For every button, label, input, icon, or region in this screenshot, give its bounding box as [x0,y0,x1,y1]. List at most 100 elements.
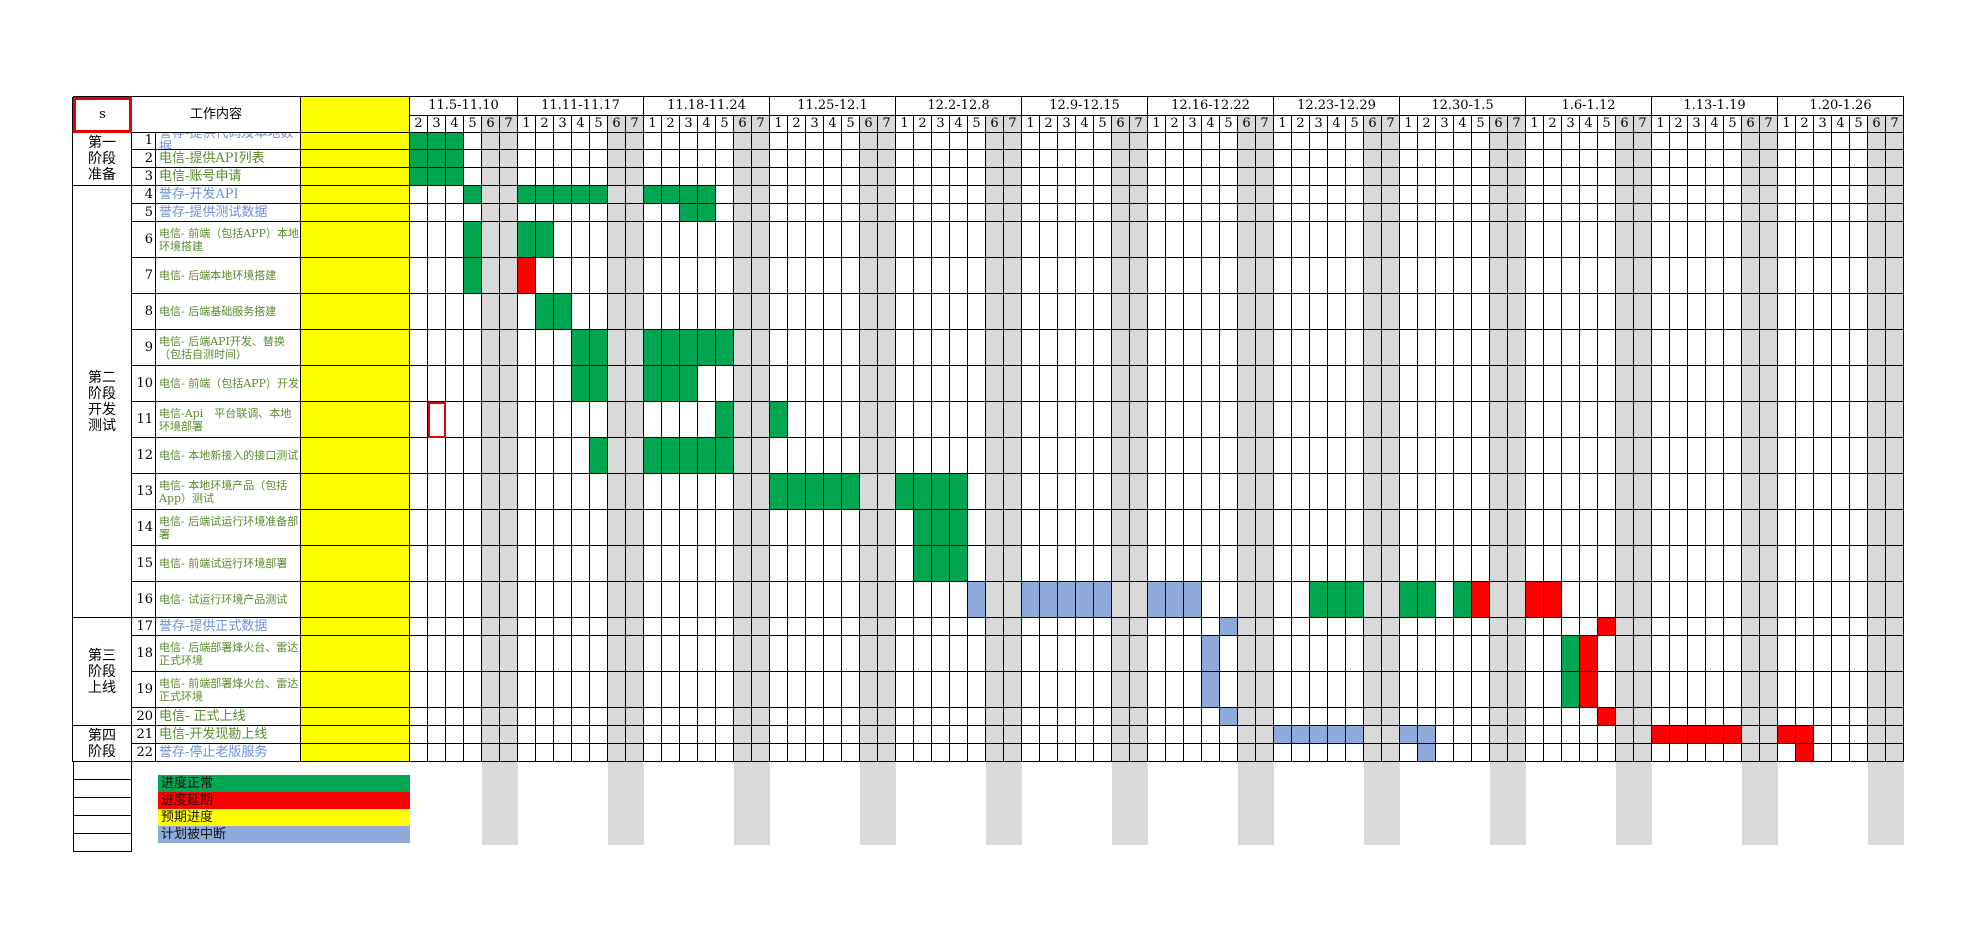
day-cell[interactable] [1490,204,1508,222]
day-cell[interactable] [482,222,500,258]
day-cell[interactable] [860,744,878,762]
day-cell[interactable] [428,474,446,510]
day-cell[interactable] [788,708,806,726]
day-cell[interactable] [1166,510,1184,546]
day-cell[interactable] [716,222,734,258]
day-cell[interactable] [1598,726,1616,744]
day-cell[interactable] [1634,258,1652,294]
day-cell[interactable] [1832,402,1850,438]
day-cell[interactable] [788,438,806,474]
task-name[interactable]: 电信- 正式上线 [156,708,301,726]
day-cell[interactable] [842,438,860,474]
day-cell[interactable] [662,618,680,636]
day-cell[interactable] [1202,204,1220,222]
day-cell[interactable] [1148,474,1166,510]
day-cell[interactable] [1850,133,1868,150]
day-cell[interactable] [896,672,914,708]
day-cell[interactable] [806,150,824,168]
day-cell[interactable] [1184,204,1202,222]
day-cell[interactable] [1004,258,1022,294]
day-cell[interactable] [626,744,644,762]
day-cell[interactable] [1598,366,1616,402]
day-cell[interactable] [1346,133,1364,150]
day-cell[interactable] [536,204,554,222]
day-cell[interactable] [1850,330,1868,366]
day-cell[interactable] [518,294,536,330]
day-cell[interactable] [500,294,518,330]
day-cell[interactable] [896,744,914,762]
day-cell[interactable] [1580,546,1598,582]
day-cell[interactable] [1778,618,1796,636]
day-cell[interactable] [734,582,752,618]
day-cell[interactable] [554,258,572,294]
day-cell[interactable] [536,258,554,294]
day-cell[interactable] [590,636,608,672]
day-cell[interactable] [1724,474,1742,510]
day-cell[interactable] [1436,204,1454,222]
day-cell[interactable] [1544,294,1562,330]
day-cell[interactable] [662,204,680,222]
day-cell[interactable] [428,438,446,474]
day-cell[interactable] [1238,133,1256,150]
day-cell[interactable] [1184,150,1202,168]
day-cell[interactable] [698,294,716,330]
day-cell[interactable] [500,744,518,762]
day-cell[interactable] [464,510,482,546]
day-cell[interactable] [1166,294,1184,330]
day-cell[interactable] [518,150,536,168]
day-cell[interactable] [554,366,572,402]
day-cell[interactable] [1382,744,1400,762]
day-cell[interactable] [572,402,590,438]
day-cell[interactable] [878,474,896,510]
day-cell[interactable] [1184,133,1202,150]
day-cell[interactable] [1472,258,1490,294]
day-cell[interactable] [644,258,662,294]
day-cell[interactable] [1490,726,1508,744]
day-cell[interactable] [554,636,572,672]
day-cell[interactable] [1202,150,1220,168]
day-cell[interactable] [1238,744,1256,762]
day-cell[interactable] [1580,510,1598,546]
day-cell[interactable] [1832,744,1850,762]
day-cell[interactable] [1274,672,1292,708]
day-cell[interactable] [1508,708,1526,726]
day-cell[interactable] [1040,636,1058,672]
day-cell[interactable] [1706,150,1724,168]
day-cell[interactable] [1850,744,1868,762]
day-cell[interactable] [1886,618,1904,636]
day-cell[interactable] [1472,438,1490,474]
day-cell[interactable] [1148,726,1166,744]
day-cell[interactable] [1454,546,1472,582]
day-cell[interactable] [1328,708,1346,726]
day-cell[interactable] [500,636,518,672]
day-cell[interactable] [1004,133,1022,150]
day-cell[interactable] [1256,168,1274,186]
day-cell[interactable] [1076,294,1094,330]
day-cell[interactable] [860,546,878,582]
day-cell[interactable] [1022,744,1040,762]
day-cell[interactable] [1832,474,1850,510]
day-cell[interactable] [1670,510,1688,546]
day-cell[interactable] [1580,186,1598,204]
day-cell[interactable] [1634,168,1652,186]
day-cell[interactable] [1094,636,1112,672]
day-cell[interactable] [950,618,968,636]
day-cell[interactable] [1184,636,1202,672]
day-cell[interactable] [950,168,968,186]
day-cell[interactable] [608,186,626,204]
day-cell[interactable] [716,546,734,582]
day-cell[interactable] [1436,636,1454,672]
day-cell[interactable] [770,726,788,744]
day-cell[interactable] [770,438,788,474]
day-cell[interactable] [842,204,860,222]
day-cell[interactable] [1256,744,1274,762]
day-cell[interactable] [1490,474,1508,510]
day-cell[interactable] [1112,186,1130,204]
day-cell[interactable] [1202,258,1220,294]
day-cell[interactable] [1724,294,1742,330]
day-cell[interactable] [1148,168,1166,186]
day-cell[interactable] [482,618,500,636]
day-cell[interactable] [1580,366,1598,402]
day-cell[interactable] [824,618,842,636]
day-cell[interactable] [1616,402,1634,438]
